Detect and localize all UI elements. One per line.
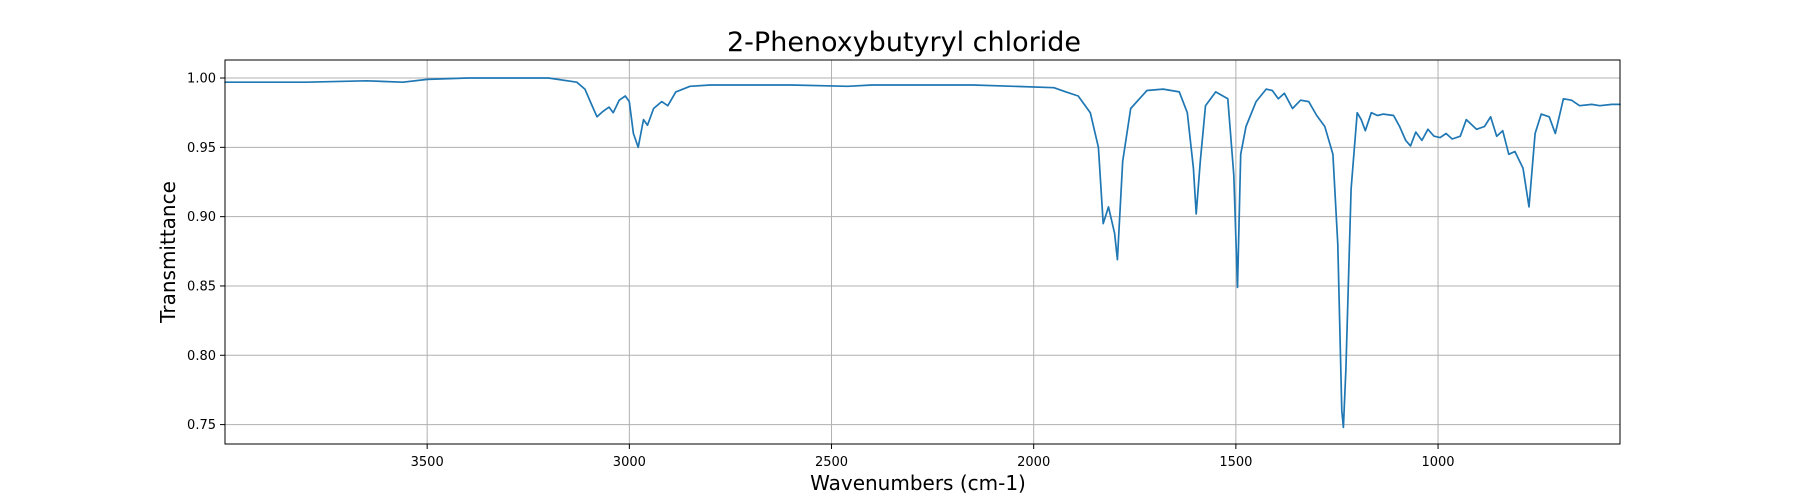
plot-frame: [224, 59, 1621, 445]
y-tick-label: 0.85: [187, 279, 216, 294]
x-tick-label: 2000: [1017, 455, 1050, 470]
grid-lines: [225, 60, 1620, 444]
y-tick-label: 0.90: [187, 210, 216, 225]
chart-title: 2-Phenoxybutyryl chloride: [727, 27, 1081, 58]
spectrum-line: [224, 77, 1621, 429]
x-tick-label: 3500: [411, 455, 444, 470]
x-tick-label: 1000: [1421, 455, 1454, 470]
x-axis-label: Wavenumbers (cm-1): [810, 471, 1026, 495]
x-tick-label: 1500: [1219, 455, 1252, 470]
x-tick-label: 2500: [815, 455, 848, 470]
axis-ticks: 3500 3000 2500 2000 1500 1000 0.75 0.80 0.85 0.90…: [187, 72, 1455, 470]
y-tick-label: 1.00: [187, 72, 216, 87]
x-tick-label: 3000: [613, 455, 646, 470]
y-tick-label: 0.75: [187, 418, 216, 433]
y-axis-label: Transmittance: [156, 181, 180, 324]
y-tick-label: 0.80: [187, 349, 216, 364]
series-layer: [224, 77, 1621, 429]
y-tick-label: 0.95: [187, 141, 216, 156]
